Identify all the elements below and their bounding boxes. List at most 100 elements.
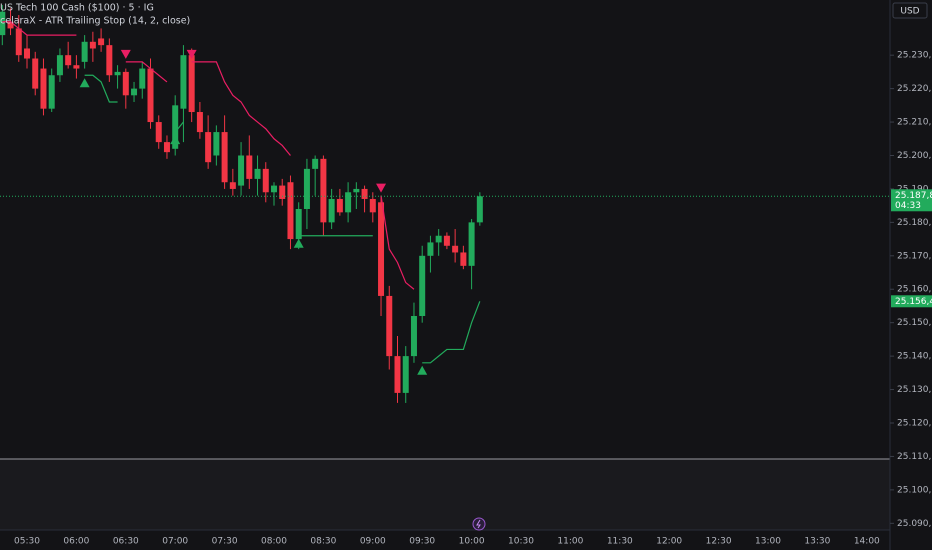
y-tick-label: 25.090,0 bbox=[897, 519, 932, 529]
candle-body bbox=[139, 68, 146, 89]
last-price-box bbox=[891, 189, 932, 212]
candle-body bbox=[410, 315, 417, 357]
x-tick-label: 07:00 bbox=[162, 537, 188, 547]
candle-body bbox=[238, 155, 245, 186]
x-tick-label: 08:30 bbox=[310, 537, 336, 547]
candle-body bbox=[353, 188, 360, 193]
candle-body bbox=[336, 198, 343, 213]
candle-body bbox=[89, 41, 96, 49]
currency-box[interactable] bbox=[892, 2, 928, 19]
candle-body bbox=[65, 55, 72, 66]
x-tick-label: 11:00 bbox=[557, 537, 583, 547]
candle-body bbox=[303, 168, 310, 209]
last-price-label: 25.187,8 bbox=[895, 191, 932, 201]
candle-body bbox=[221, 132, 228, 183]
candle-body bbox=[188, 55, 195, 113]
x-tick-label: 13:00 bbox=[755, 537, 781, 547]
y-tick-label: 25.170,0 bbox=[897, 251, 932, 261]
candle-body bbox=[386, 295, 393, 357]
candle-body bbox=[369, 198, 376, 213]
candle-body bbox=[435, 235, 442, 243]
candle-body bbox=[40, 68, 47, 109]
candle-body bbox=[279, 185, 286, 199]
candle-body bbox=[196, 112, 203, 133]
candle-body bbox=[295, 208, 302, 240]
candle-body bbox=[460, 252, 467, 266]
x-tick-label: 06:00 bbox=[63, 537, 89, 547]
candle-body bbox=[443, 235, 450, 246]
y-tick-label: 25.140,0 bbox=[897, 352, 932, 362]
candle-body bbox=[271, 185, 277, 193]
x-tick-label: 05:30 bbox=[14, 537, 40, 547]
candle-body bbox=[180, 55, 187, 109]
candle-body bbox=[205, 132, 212, 163]
chart-title: US Tech 100 Cash ($100) · 5 · IG bbox=[0, 3, 154, 14]
candle-body bbox=[287, 182, 294, 240]
x-tick-label: 07:30 bbox=[212, 537, 238, 547]
candle-body bbox=[172, 105, 179, 149]
candle-body bbox=[98, 38, 105, 46]
candle-body bbox=[468, 222, 475, 266]
sell-signal bbox=[376, 183, 387, 193]
candle-body bbox=[345, 192, 352, 213]
candle-body bbox=[122, 71, 129, 96]
buy-signal bbox=[79, 78, 90, 88]
sell-signal bbox=[120, 49, 131, 59]
candle-body bbox=[427, 242, 434, 256]
y-tick-label: 25.120,0 bbox=[897, 418, 932, 428]
candle-body bbox=[452, 245, 459, 253]
y-tick-label: 25.160,0 bbox=[897, 285, 932, 295]
candle-body bbox=[262, 168, 269, 193]
currency: USD bbox=[900, 7, 919, 17]
event-icon[interactable] bbox=[472, 517, 486, 531]
candle-body bbox=[320, 158, 327, 223]
y-tick-label: 25.210,0 bbox=[897, 118, 932, 128]
y-tick-label: 25.110,0 bbox=[897, 452, 932, 462]
candle-body bbox=[378, 202, 385, 296]
candle-body bbox=[7, 21, 14, 29]
x-tick-label: 08:00 bbox=[261, 537, 287, 547]
x-tick-label: 10:30 bbox=[508, 537, 534, 547]
indicator-title: celaraX - ATR Trailing Stop (14, 2, clos… bbox=[0, 16, 190, 27]
y-tick-label: 25.180,0 bbox=[897, 218, 932, 228]
candle-body bbox=[15, 28, 22, 56]
candle-body bbox=[229, 182, 236, 189]
y-tick-label: 25.130,0 bbox=[897, 385, 932, 395]
x-tick-label: 13:30 bbox=[804, 537, 830, 547]
trailing-stop-line bbox=[2, 21, 415, 290]
x-tick-label: 11:30 bbox=[607, 537, 633, 547]
candle-body bbox=[0, 11, 6, 36]
candle-body bbox=[163, 142, 170, 153]
candle-body bbox=[402, 356, 409, 393]
candle-body bbox=[48, 75, 55, 109]
x-tick-label: 14:00 bbox=[854, 537, 880, 547]
x-tick-label: 06:30 bbox=[113, 537, 139, 547]
candle-body bbox=[419, 255, 426, 316]
candle-body bbox=[213, 132, 220, 156]
x-tick-label: 09:30 bbox=[409, 537, 435, 547]
y-tick-label: 25.220,0 bbox=[897, 84, 932, 94]
buy-signal bbox=[417, 365, 428, 375]
candle-body bbox=[81, 41, 88, 62]
plot-area bbox=[0, 5, 483, 403]
x-tick-label: 09:00 bbox=[360, 537, 386, 547]
candle-body bbox=[131, 88, 138, 96]
trailing-stop-line bbox=[84, 74, 481, 364]
candle-body bbox=[24, 48, 30, 59]
buy-signal bbox=[293, 238, 304, 248]
candle-body bbox=[73, 65, 80, 69]
candle-body bbox=[361, 188, 368, 199]
x-tick-label: 10:00 bbox=[459, 537, 485, 547]
y-tick-label: 25.100,0 bbox=[897, 485, 932, 495]
stop-price-box bbox=[891, 295, 932, 308]
candle-body bbox=[254, 168, 261, 179]
countdown: 04:33 bbox=[895, 201, 921, 211]
candle-body bbox=[394, 356, 401, 393]
candle-body bbox=[147, 68, 154, 123]
y-tick-label: 25.150,0 bbox=[897, 318, 932, 328]
candle-body bbox=[32, 58, 39, 89]
x-tick-label: 12:00 bbox=[656, 537, 682, 547]
y-tick-label: 25.230,0 bbox=[897, 51, 932, 61]
